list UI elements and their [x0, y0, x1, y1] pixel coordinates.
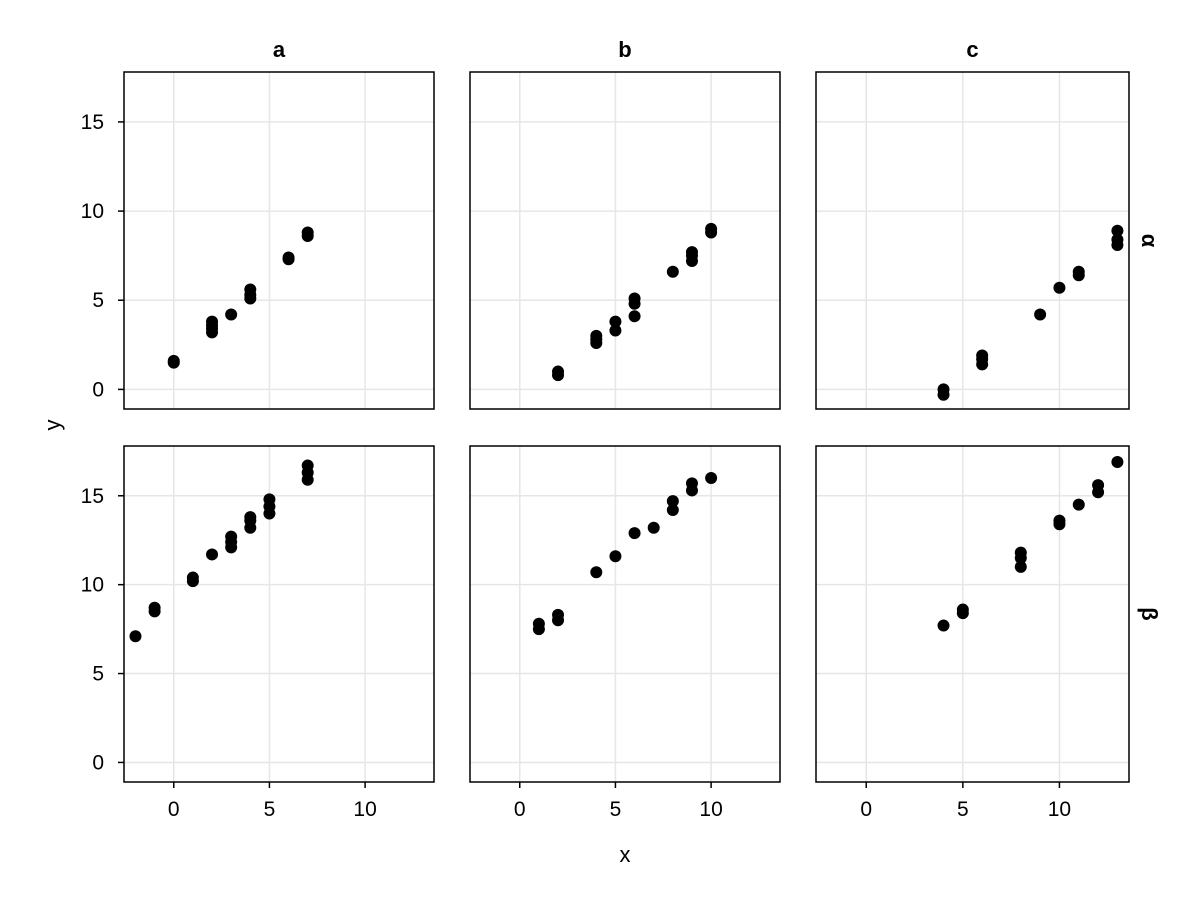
data-point	[263, 493, 276, 506]
panel-α-b	[469, 71, 781, 410]
data-point	[937, 383, 950, 396]
y-tick-label: 0	[92, 751, 104, 774]
x-tick-label: 10	[353, 798, 376, 821]
panel-frame	[469, 71, 781, 410]
data-point	[186, 571, 199, 584]
panel-α-c	[815, 71, 1130, 410]
x-tick-label: 10	[699, 798, 722, 821]
x-tick-label: 0	[168, 798, 180, 821]
data-point	[666, 495, 679, 508]
x-tick-label: 0	[860, 798, 872, 821]
y-tick-label: 5	[92, 663, 104, 686]
data-point	[685, 246, 698, 259]
data-point	[609, 550, 622, 563]
x-tick-label: 5	[264, 798, 276, 821]
panel-frame	[815, 445, 1130, 783]
data-point	[685, 477, 698, 490]
panel-β-a	[123, 445, 435, 783]
data-point	[1111, 224, 1124, 237]
data-point	[148, 601, 161, 614]
panel-frame	[123, 445, 435, 783]
panel-frame	[469, 445, 781, 783]
data-point	[1092, 479, 1105, 492]
data-point	[628, 292, 641, 305]
data-point	[206, 315, 219, 328]
x-tick-label: 0	[514, 798, 526, 821]
panel-β-c	[815, 445, 1130, 783]
column-title-c: c	[966, 37, 978, 62]
column-title-b: b	[618, 37, 631, 62]
x-axis-label: x	[620, 842, 631, 867]
data-point	[206, 548, 219, 561]
data-point	[976, 349, 989, 362]
x-tick-label: 10	[1048, 798, 1071, 821]
column-title-a: a	[273, 37, 286, 62]
data-point	[301, 459, 314, 472]
data-point	[590, 329, 603, 342]
row-title-1: β	[1137, 607, 1162, 620]
data-point	[244, 511, 257, 524]
data-point	[609, 315, 622, 328]
row-title-0: α	[1137, 234, 1162, 248]
data-point	[666, 504, 679, 516]
axes-layer: 0 5 10 15 0 5 10 0 5 10 15 0 5 10 0 5 10	[81, 111, 1071, 821]
data-point	[1014, 546, 1027, 559]
data-point	[956, 603, 969, 616]
data-point	[628, 527, 641, 540]
y-tick-label: 0	[92, 378, 104, 401]
y-tick-label: 10	[81, 574, 104, 597]
data-point	[129, 630, 142, 643]
y-tick-label: 15	[81, 111, 104, 134]
panel-α-a	[123, 71, 435, 410]
data-point	[666, 265, 679, 278]
data-point	[1014, 560, 1027, 573]
y-axis-label: y	[40, 420, 65, 431]
data-point	[552, 365, 565, 378]
panel-frame	[123, 71, 435, 410]
x-tick-label: 5	[610, 798, 622, 821]
y-tick-label: 10	[81, 200, 104, 223]
data-point	[1111, 233, 1124, 246]
data-point	[1053, 514, 1066, 527]
data-point	[552, 608, 565, 621]
data-point	[628, 310, 641, 323]
data-point	[647, 521, 660, 534]
data-point	[225, 308, 238, 321]
data-point	[532, 617, 545, 630]
data-point	[1072, 265, 1085, 278]
data-point	[244, 283, 257, 296]
data-point	[590, 566, 603, 579]
data-point	[167, 354, 180, 367]
data-point	[282, 251, 295, 264]
panel-β-b	[469, 445, 781, 783]
data-point	[1111, 456, 1124, 468]
panels-layer	[123, 71, 1130, 783]
data-point	[225, 530, 238, 543]
data-point	[1072, 498, 1085, 511]
panel-frame	[815, 71, 1130, 410]
y-tick-label: 15	[81, 485, 104, 508]
data-point	[301, 226, 314, 239]
data-point	[705, 222, 718, 235]
data-point	[1053, 281, 1066, 294]
titles-layer: a b c α β	[273, 37, 1162, 621]
data-point	[937, 619, 950, 632]
data-point	[1034, 308, 1047, 321]
x-tick-label: 5	[957, 798, 969, 821]
data-point	[705, 472, 718, 484]
y-tick-label: 5	[92, 289, 104, 312]
data-point	[609, 324, 622, 337]
